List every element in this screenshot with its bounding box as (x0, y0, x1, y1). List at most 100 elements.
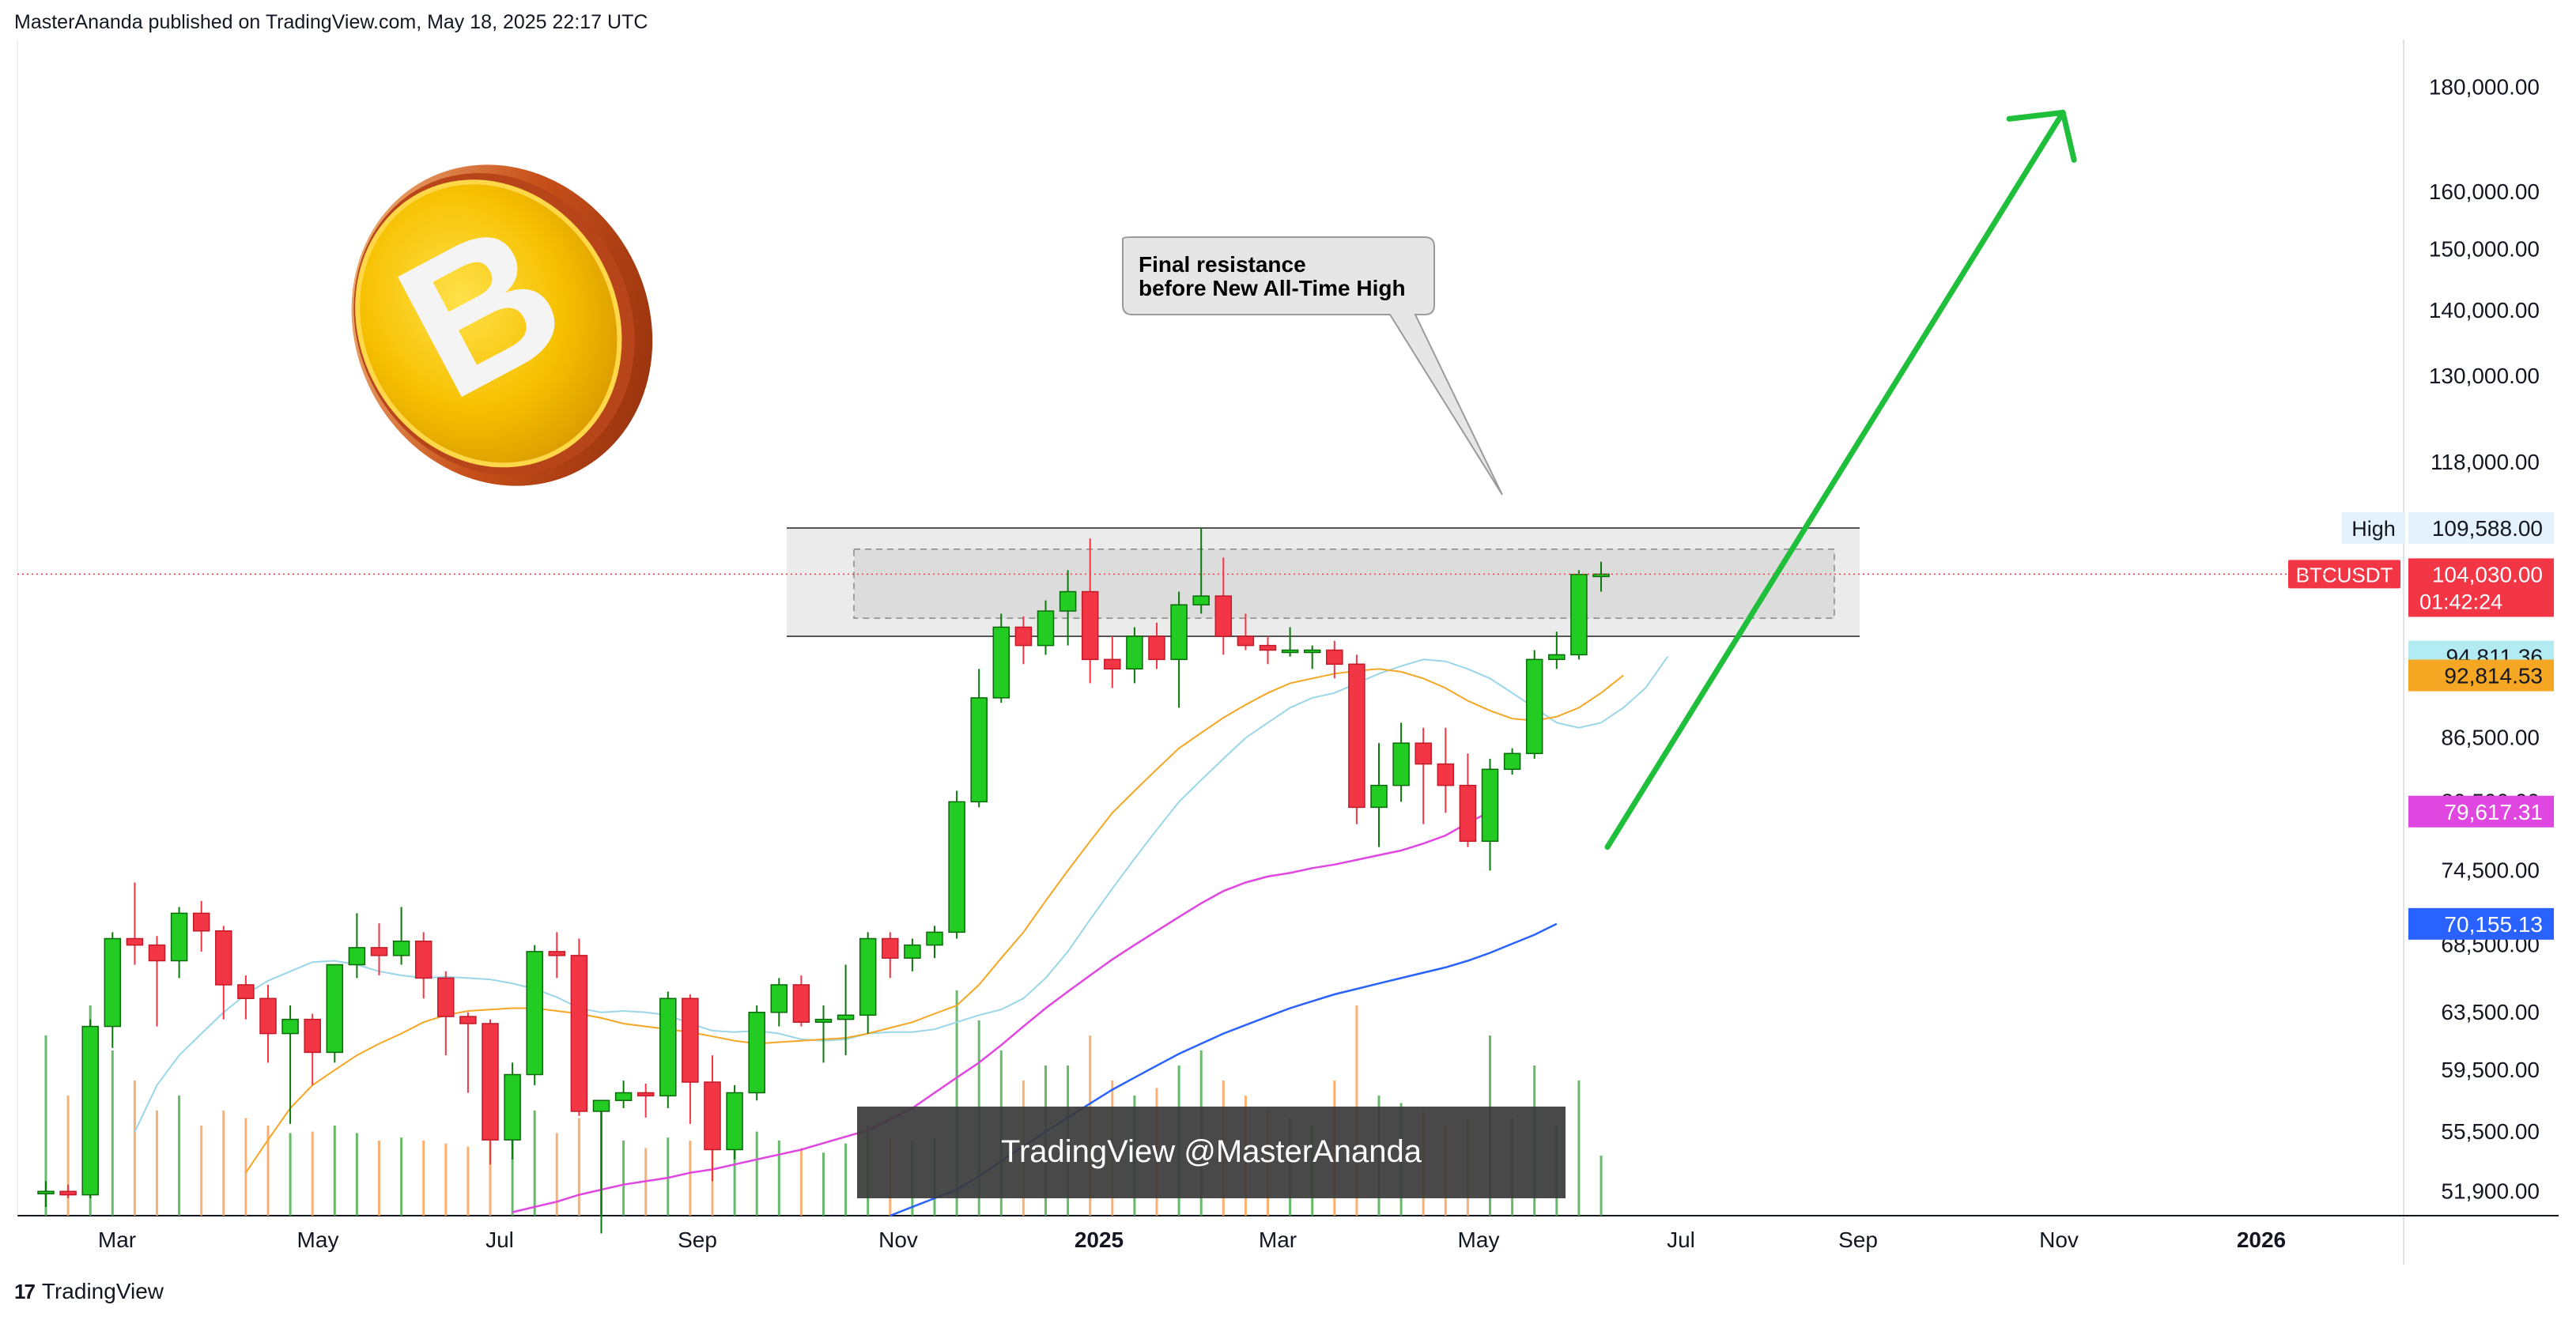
time-tick-label: Jul (1667, 1228, 1695, 1252)
candle-body (636, 1092, 655, 1097)
candle (459, 1012, 477, 1093)
high-tag-bg (2342, 511, 2405, 544)
candle (1237, 613, 1255, 651)
candle (59, 1184, 77, 1198)
price-tick-label: 86,500.00 (2441, 726, 2540, 750)
moving-averages (134, 656, 1669, 1217)
candle-body (1148, 635, 1165, 661)
candle (659, 991, 677, 1109)
candle (304, 1013, 321, 1085)
price-tick-label: 118,000.00 (2431, 450, 2540, 474)
candle-body (215, 930, 232, 986)
candle-body (170, 912, 188, 962)
candle (1126, 627, 1143, 684)
price-tick-label: 55,500.00 (2441, 1119, 2540, 1144)
candle (370, 923, 388, 976)
candle-body (437, 977, 455, 1017)
candle-body (570, 955, 588, 1112)
candle (215, 926, 232, 1020)
annotation-line-2: before New All-Time High (1139, 276, 1406, 300)
candle (926, 926, 943, 959)
candle (1148, 622, 1165, 669)
candle-body (392, 940, 410, 956)
annotation-callout: Final resistance before New All-Time Hig… (1122, 236, 1503, 496)
candle (1303, 645, 1321, 669)
candle-body (237, 984, 255, 999)
candle-body (926, 931, 943, 946)
candle (1459, 753, 1477, 847)
tradingview-brand[interactable]: 17 TradingView (14, 1279, 164, 1304)
watermark-text: TradingView @MasterAnanda (1001, 1134, 1422, 1169)
price-tick-label: 59,500.00 (2441, 1058, 2540, 1082)
candle (814, 1005, 833, 1063)
candle (837, 964, 855, 1056)
ma-value-bg (2408, 659, 2554, 692)
candle (281, 1005, 299, 1124)
candle (682, 994, 699, 1124)
candle (859, 932, 877, 1034)
time-tick-label: May (297, 1228, 339, 1252)
candle-body (704, 1081, 721, 1151)
candle (482, 1019, 499, 1165)
candle-body (81, 1025, 99, 1196)
current-price-label: BTCUSDT 104,030.00 01:42:24 (2288, 558, 2554, 617)
candle-body (548, 951, 566, 956)
candle (1014, 616, 1033, 665)
candle (392, 907, 410, 965)
candle-body (1104, 658, 1121, 670)
candle-body (126, 937, 144, 946)
ma-value-bg (2408, 795, 2554, 828)
candle-body (148, 944, 166, 962)
candle (1392, 722, 1410, 802)
candle (904, 938, 921, 971)
tradingview-logo-icon: 17 (14, 1279, 36, 1303)
time-tick-label: Sep (678, 1228, 717, 1252)
candle-body (259, 998, 277, 1035)
candle-body (1415, 742, 1432, 765)
candle-body (526, 951, 543, 1076)
candle (1326, 640, 1343, 679)
candle-body (748, 1012, 765, 1094)
candle (1192, 527, 1210, 614)
candle (1570, 570, 1588, 660)
time-tick-label: Mar (1259, 1228, 1297, 1252)
candle-body (1192, 595, 1210, 605)
bar-countdown-text: 01:42:24 (2419, 590, 2502, 613)
candle (1370, 743, 1388, 847)
candle-body (592, 1099, 610, 1112)
price-tick-label: 140,000.00 (2429, 298, 2540, 322)
current-price-text: 104,030.00 (2432, 562, 2543, 586)
candle-body (970, 697, 988, 803)
candle-body (1481, 768, 1499, 843)
candle-body (1548, 654, 1566, 661)
candle-body (948, 801, 965, 933)
candle (992, 613, 1010, 703)
price-tick-label: 160,000.00 (2429, 179, 2540, 204)
candle-body (304, 1018, 321, 1054)
candle-body (1081, 590, 1099, 661)
candle-body (1570, 573, 1588, 656)
candle-body (1437, 763, 1455, 786)
candle-body (1459, 784, 1477, 843)
candle-body (1259, 644, 1277, 651)
high-value-bg (2408, 511, 2554, 544)
candle (1059, 570, 1077, 646)
candle (126, 882, 144, 965)
price-tick-label: 180,000.00 (2429, 75, 2540, 100)
candle-body (659, 998, 677, 1097)
candle (548, 932, 566, 979)
candle-body (1037, 610, 1055, 647)
candle-body (904, 944, 921, 959)
candle (1348, 654, 1365, 824)
price-labels: High 109,588.00 BTCUSDT 104,030.00 01:42:24 9… (2288, 511, 2554, 940)
time-tick-label: Nov (2039, 1228, 2079, 1252)
candle-body (414, 940, 432, 979)
candle-body (726, 1092, 743, 1151)
candle-body (1592, 573, 1610, 578)
price-tick-label: 130,000.00 (2429, 364, 2540, 388)
price-tick-label: 51,900.00 (2441, 1179, 2540, 1203)
time-scale: Mar May Jul Sep Nov 2025 Mar May Jul Sep Nov 2026 (98, 1228, 2286, 1252)
candle-body (1126, 635, 1143, 670)
ma-value-label: 70,155.13 (2408, 907, 2554, 940)
